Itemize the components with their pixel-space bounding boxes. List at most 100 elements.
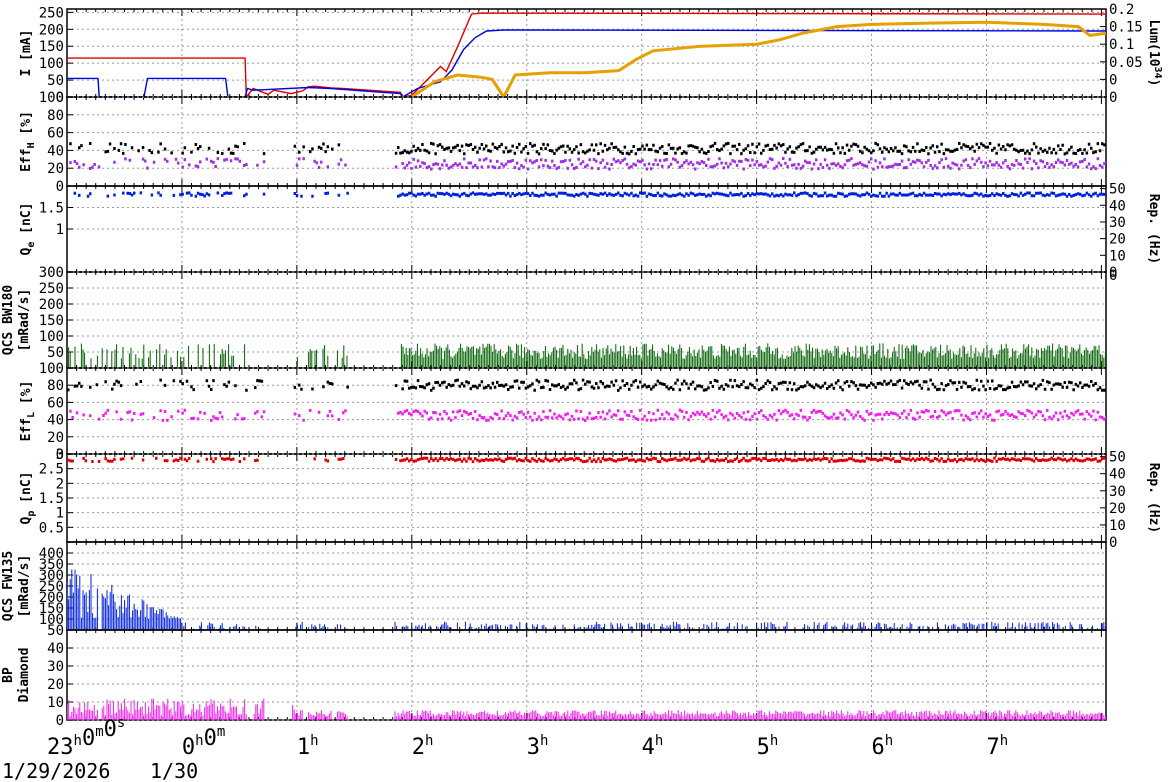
y-tick-label: 250	[39, 281, 64, 297]
y-tick-label: 1	[56, 506, 64, 522]
y-axis-title: BP	[1, 667, 16, 683]
y-axis-title-sub: p	[26, 511, 37, 517]
time-tick-value: 7	[986, 735, 999, 760]
panel-qe: Qe [nC] Rep. (Hz)	[19, 185, 1161, 273]
series-bars-0	[68, 343, 1106, 368]
panel-data	[68, 343, 1106, 368]
panel-data	[67, 378, 1106, 422]
y-tick-label: 400	[39, 546, 64, 562]
y-tick-label: 200	[39, 590, 64, 606]
time-tick-value: 0	[82, 726, 95, 751]
y-tick-label: 20	[47, 677, 64, 693]
series-bars-0	[67, 698, 1106, 720]
panel-data	[67, 12, 1106, 97]
y-tick-label-right: 0	[1109, 72, 1117, 88]
y-tick-label-right: 0.2	[1109, 2, 1134, 18]
y-axis-title-unit: [nC]	[19, 472, 34, 511]
y-tick-label: 150	[39, 39, 64, 55]
time-tick-unit: h	[885, 733, 893, 749]
y-tick-label: 10	[47, 695, 64, 711]
y-axis-title-sub: L	[26, 412, 37, 418]
time-tick-unit: m	[95, 724, 103, 740]
series-bars-0	[67, 569, 1106, 630]
y-tick-label: 250	[39, 579, 64, 595]
time-tick-label: 6h	[872, 733, 894, 760]
time-tick-value: 5	[757, 735, 770, 760]
series-points-1	[69, 408, 1106, 422]
y-axis-title: Qe [nC]	[19, 203, 37, 256]
y-tick-label: 2	[56, 476, 64, 492]
y-tick-label: 250	[39, 5, 64, 21]
time-tick-unit: m	[217, 724, 225, 740]
series-line-1	[67, 29, 1106, 97]
time-tick-label: 1h	[297, 733, 319, 760]
y-axis-title: EffH [%]	[19, 111, 37, 172]
y-tick-label: 60	[47, 126, 64, 142]
y-tick-label: 100	[39, 361, 64, 377]
time-tick-value: 0	[104, 717, 117, 742]
time-tick-value: 6	[872, 735, 885, 760]
y-tick-label-right: 30	[1109, 484, 1126, 500]
y-tick-label: 2.5	[39, 462, 64, 478]
series-points-0	[67, 456, 1106, 464]
y-axis-title-sub: e	[26, 242, 37, 248]
y-tick-label: 350	[39, 557, 64, 573]
panel-data	[73, 191, 1106, 198]
y-tick-label: 0.5	[39, 520, 64, 536]
y-tick-label-right: 10	[1109, 518, 1126, 534]
y-tick-label-right: 40	[1109, 198, 1126, 214]
y-tick-label: 150	[39, 601, 64, 617]
time-tick-unit: h	[655, 733, 663, 749]
y-tick-label: 80	[47, 108, 64, 124]
panel-bw180: QCS BW180 [mRad/s]	[1, 271, 1107, 369]
y-axis-title-right-main: Rep. (Hz)	[1146, 463, 1161, 533]
time-tick-value: 2	[412, 735, 425, 760]
time-tick-value: 23	[47, 735, 74, 760]
series-points-0	[67, 378, 1106, 392]
y-tick-label: 100	[39, 612, 64, 628]
series-line-0	[67, 12, 1106, 97]
y-axis-title-right: Rep. (Hz)	[1146, 463, 1161, 533]
y-tick-label: 150	[39, 313, 64, 329]
y-tick-label: 60	[47, 395, 64, 411]
y-tick-label-right: 50	[1109, 182, 1126, 198]
y-axis-title-right: Lum(1034)	[1146, 20, 1163, 87]
y-axis-title-line2: Diamond	[17, 648, 32, 703]
y-axis-title-right-end: )	[1146, 79, 1161, 87]
y-tick-label-right: 0	[1109, 90, 1117, 106]
y-tick-label: 50	[47, 345, 64, 361]
panel-data	[67, 456, 1106, 464]
y-tick-label: 300	[39, 265, 64, 281]
time-tick-unit: h	[310, 733, 318, 749]
time-tick-label: 2h	[412, 733, 434, 760]
panel-frame	[66, 96, 1107, 187]
y-tick-label: 0	[56, 713, 64, 729]
y-tick-label-right: 0.15	[1109, 20, 1143, 36]
y-tick-label: 40	[47, 641, 64, 657]
y-tick-label: 20	[47, 161, 64, 177]
y-tick-label-right: 20	[1109, 232, 1126, 248]
y-axis-title-main: QCS FW135	[1, 551, 16, 621]
series-line-2	[410, 20, 1106, 97]
y-axis-title-line2: [mRad/s]	[17, 289, 32, 352]
y-axis-title-unit: [nC]	[19, 203, 34, 242]
y-axis-title: I [mA]	[19, 30, 34, 77]
y-tick-label-right: 0.05	[1109, 55, 1143, 71]
y-axis-title-main: Q	[19, 248, 34, 256]
time-tick-label: 5h	[757, 733, 779, 760]
y-tick-label: 0	[56, 447, 64, 463]
y-axis-title-right: Rep. (Hz)	[1146, 194, 1161, 264]
y-axis-title: EffL [%]	[19, 381, 37, 442]
y-tick-label-right: 30	[1109, 215, 1126, 231]
time-tick-unit: h	[770, 733, 778, 749]
time-tick-label: 4h	[642, 733, 664, 760]
y-axis-title-main: BP	[1, 667, 16, 683]
time-tick-value: 3	[527, 735, 540, 760]
y-axis-title: QCS BW180	[1, 285, 16, 356]
y-axis-title-main: Eff	[19, 418, 34, 441]
y-tick-label: 1.5	[39, 201, 64, 217]
y-tick-label: 100	[39, 56, 64, 72]
y-axis-title: Qp [nC]	[19, 472, 37, 525]
panel-current: I [mA] Lum(1034)	[19, 8, 1163, 98]
